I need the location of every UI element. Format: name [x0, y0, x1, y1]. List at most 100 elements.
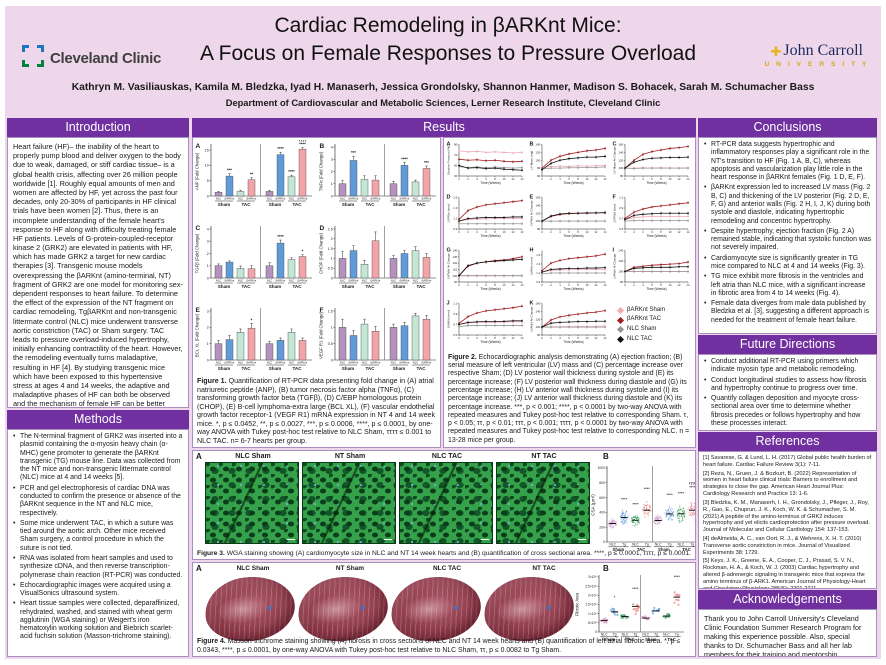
svg-text:NLC: NLC: [413, 197, 419, 201]
svg-text:0.9: 0.9: [453, 227, 457, 231]
image-column-label: NT Sham: [334, 453, 366, 460]
fig2-panel-J: J LVAWd (mm) 0.5 0.7 0.9 1.1 0 2 4 6 8 10 12 14 Time (…: [447, 301, 524, 345]
title-line-1: Cardiac Remodeling in βARKnt Mice:: [274, 14, 622, 37]
image-column-label: NT TAC: [532, 565, 556, 572]
svg-text:2: 2: [467, 230, 469, 234]
svg-text:10: 10: [503, 336, 506, 340]
svg-text:NLC: NLC: [601, 633, 608, 637]
svg-text:***: ***: [424, 160, 429, 165]
list-item: Some mice underwent TAC, in which a sutu…: [12, 520, 184, 553]
svg-text:TAC: TAC: [292, 202, 302, 207]
svg-text:140: 140: [453, 249, 458, 253]
svg-text:0.5: 0.5: [453, 333, 457, 337]
svg-text:LVAWd (mm): LVAWd (mm): [447, 310, 451, 328]
svg-text:1.3: 1.3: [453, 206, 457, 210]
svg-text:4: 4: [559, 230, 561, 234]
svg-text:NLC: NLC: [609, 543, 616, 547]
svg-text:LVAWs % Change: LVAWs % Change: [613, 253, 617, 278]
jcu-logo-sub: U N I V E R S I T Y: [764, 61, 869, 68]
svg-text:0: 0: [541, 336, 543, 340]
svg-text:80: 80: [620, 174, 624, 178]
svg-text:14: 14: [604, 336, 607, 340]
section-header-results: Results: [192, 118, 696, 137]
svg-text:3: 3: [207, 309, 209, 313]
svg-text:0: 0: [207, 276, 209, 280]
references-list: [1] Savarese, G. & Lund, L. H. (2017) Gl…: [699, 452, 876, 588]
svg-text:NLC: NLC: [678, 543, 685, 547]
figure4-panel-a-label: A: [196, 564, 202, 573]
svg-text:12: 12: [595, 230, 598, 234]
svg-text:NLC: NLC: [622, 633, 629, 637]
svg-text:NLC: NLC: [216, 279, 222, 283]
svg-text:2.5×10⁶: 2.5×10⁶: [585, 584, 597, 588]
list-item: [3] Bledzka, K. M., Manaserh, I. H., Gro…: [703, 499, 870, 534]
wga-image: [302, 462, 396, 544]
figure4-panel-b-label: B: [603, 564, 609, 573]
list-item: Cardiomyocyte size is significantly grea…: [703, 255, 872, 272]
svg-text:100: 100: [619, 270, 624, 274]
fig4-chart-svg: Fibrotic Area 0 5×10⁵ 1×10⁶ 1.5×10⁶ 2×10⁶ 2.5×…: [575, 570, 684, 642]
svg-text:NLC: NLC: [362, 197, 368, 201]
svg-text:800: 800: [599, 481, 605, 485]
section-header-acknowledgements: Acknowledgements: [698, 590, 877, 609]
svg-text:8: 8: [494, 177, 496, 181]
svg-text:Sham: Sham: [342, 366, 355, 371]
svg-text:30: 30: [454, 174, 458, 178]
svg-text:1×10⁶: 1×10⁶: [588, 612, 597, 616]
figure2-caption-label: Figure 2.: [448, 353, 477, 361]
svg-text:4: 4: [476, 177, 478, 181]
svg-text:Time (Weeks): Time (Weeks): [480, 340, 500, 344]
legend-diamond-icon: [616, 316, 625, 324]
svg-text:Sham: Sham: [645, 637, 657, 642]
svg-text:βARKnt: βARKnt: [349, 279, 359, 283]
svg-text:Tg: Tg: [633, 633, 637, 637]
svg-text:200: 200: [599, 525, 605, 529]
cleveland-clinic-bracket-icon: [21, 44, 45, 73]
svg-text:12: 12: [512, 283, 515, 287]
list-item: Echocardiographic images were acquired u…: [12, 582, 184, 599]
svg-text:2: 2: [467, 177, 469, 181]
svg-text:1.5: 1.5: [328, 309, 333, 313]
introduction-box: Heart failure (HF)– the inability of the…: [7, 137, 189, 408]
authors-line: Kathryn M. Vasiliauskas, Kamila M. Bledz…: [71, 82, 815, 93]
svg-text:140: 140: [536, 309, 541, 313]
svg-text:6: 6: [568, 177, 570, 181]
figure4-caption-text: Masson-trichrome staining showing (A) fi…: [197, 638, 681, 654]
svg-text:2: 2: [550, 177, 552, 181]
svg-text:12: 12: [678, 283, 681, 287]
title-line-2: A Focus on Female Responses to Pressure …: [199, 41, 697, 65]
svg-text:A: A: [196, 143, 201, 150]
svg-text:50: 50: [454, 164, 458, 168]
svg-text:80: 80: [620, 280, 624, 284]
svg-text:1: 1: [331, 182, 333, 186]
svg-text:TAC: TAC: [292, 366, 302, 371]
svg-text:2: 2: [331, 237, 333, 241]
methods-box: The N-terminal fragment of GRK2 was inse…: [7, 429, 189, 657]
svg-text:βARKnt: βARKnt: [422, 197, 432, 201]
svg-text:βARKnt: βARKnt: [371, 197, 381, 201]
svg-text:8: 8: [660, 230, 662, 234]
svg-text:Time (Weeks): Time (Weeks): [563, 234, 583, 238]
svg-text:8: 8: [577, 283, 579, 287]
fig2-legend-entry: βARKnt Sham: [616, 306, 693, 316]
svg-text:14: 14: [687, 283, 690, 287]
svg-text:0: 0: [624, 283, 626, 287]
svg-text:****: ****: [632, 586, 639, 591]
svg-text:1: 1: [331, 257, 333, 261]
list-item: Conduct longitudinal studies to assess h…: [703, 377, 872, 394]
section-header-methods: Methods: [7, 410, 189, 429]
svg-text:NLC: NLC: [267, 361, 273, 365]
fig2-legend-entry: NLC TAC: [616, 335, 693, 345]
svg-text:10: 10: [669, 177, 672, 181]
svg-text:14: 14: [604, 230, 607, 234]
svg-text:0.7: 0.7: [453, 323, 457, 327]
svg-text:βARKnt: βARKnt: [247, 361, 257, 365]
svg-text:10: 10: [503, 230, 506, 234]
svg-text:βARKnt: βARKnt: [422, 279, 432, 283]
svg-text:*: *: [614, 594, 616, 599]
svg-text:14: 14: [521, 230, 524, 234]
svg-text:12: 12: [595, 177, 598, 181]
